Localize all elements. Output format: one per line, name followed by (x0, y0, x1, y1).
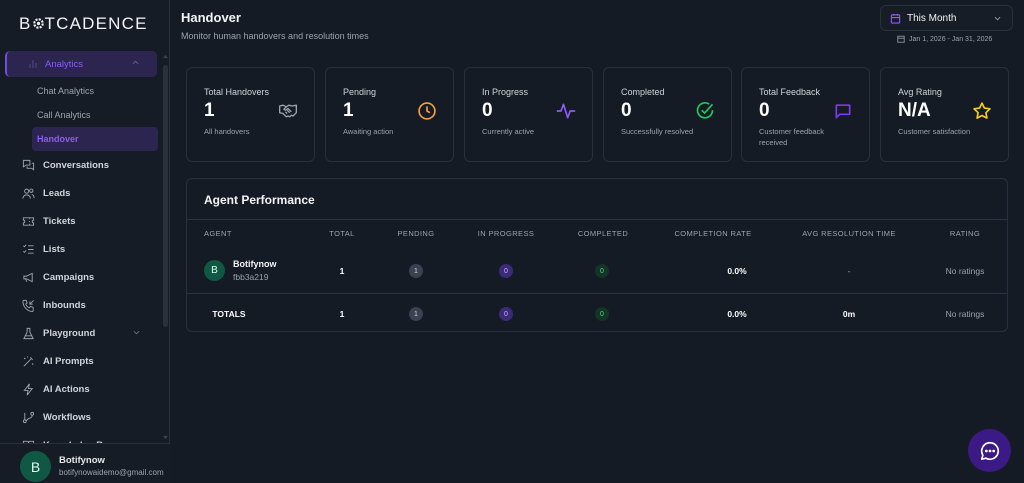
ticket-icon (21, 214, 35, 228)
stat-card-total-handovers: Total Handovers 1 All handovers (186, 67, 315, 162)
sidebar-nav: Analytics Chat Analytics Call Analytics … (0, 50, 162, 443)
book-icon (21, 438, 35, 443)
chevron-down-icon (994, 16, 1001, 21)
in-progress-badge: 0 (499, 264, 513, 278)
sidebar-item-conversations[interactable]: Conversations (0, 151, 162, 179)
workflow-icon (21, 410, 35, 424)
magic-wand-icon (21, 354, 35, 368)
users-icon (21, 186, 35, 200)
column-header-rating[interactable]: Rating (949, 229, 981, 238)
agent-id: fbb3a219 (233, 272, 269, 282)
user-email: botifynowaidemo@gmail.com (59, 468, 164, 477)
sidebar-item-call-analytics[interactable]: Call Analytics (37, 110, 91, 120)
agent-avatar: B (204, 260, 225, 281)
check-circle-icon (696, 101, 714, 119)
sidebar-scroll-thumb[interactable] (163, 65, 168, 327)
brand-logo[interactable]: B TCADENCE (19, 14, 148, 33)
totals-completed-badge: 0 (595, 307, 609, 321)
date-range-select[interactable]: This Month (880, 5, 1013, 31)
phone-incoming-icon (21, 298, 35, 312)
chevron-up-icon (132, 60, 139, 65)
column-header-in-progress[interactable]: In Progress (477, 229, 535, 238)
column-header-avg-resolution-time[interactable]: Avg Resolution Time (802, 229, 896, 238)
stat-card-total-feedback: Total Feedback 0 Customer feedback recei… (741, 67, 870, 162)
user-profile[interactable]: B Botifynow botifynowaidemo@gmail.com (0, 443, 170, 483)
calendar-icon (890, 13, 901, 24)
gear-logo-icon (32, 18, 44, 29)
lightning-icon (21, 382, 35, 396)
stat-card-completed: Completed 0 Successfully resolved (603, 67, 732, 162)
sidebar-item-workflows[interactable]: Workflows (0, 403, 162, 431)
megaphone-icon (21, 270, 35, 284)
column-header-pending[interactable]: Pending (397, 229, 435, 238)
agent-name: Botifynow (233, 259, 277, 269)
sidebar-item-leads[interactable]: Leads (0, 179, 162, 207)
cell-avg-resolution-time: - (847, 266, 851, 276)
chat-widget-button[interactable] (968, 429, 1011, 472)
user-name: Botifynow (59, 455, 105, 466)
sidebar-item-ai-prompts[interactable]: AI Prompts (0, 347, 162, 375)
sidebar-item-campaigns[interactable]: Campaigns (0, 263, 162, 291)
totals-rating: No ratings (945, 309, 985, 319)
chevron-down-icon (133, 330, 140, 335)
column-header-completed[interactable]: Completed (577, 229, 629, 238)
list-check-icon (21, 242, 35, 256)
totals-in-progress-badge: 0 (499, 307, 513, 321)
activity-icon (556, 103, 576, 119)
sidebar-item-tickets[interactable]: Tickets (0, 207, 162, 235)
column-header-agent[interactable]: Agent (204, 229, 232, 238)
pending-badge: 1 (409, 264, 423, 278)
chat-bubbles-icon (21, 158, 35, 172)
sidebar-item-chat-analytics[interactable]: Chat Analytics (37, 86, 95, 96)
page-title: Handover (181, 10, 241, 25)
scroll-down-arrow-icon[interactable] (163, 435, 168, 440)
page-subtitle: Monitor human handovers and resolution t… (181, 31, 369, 41)
totals-label: TOTALS (212, 309, 246, 319)
calendar-small-icon (897, 35, 905, 43)
sidebar-group-analytics[interactable]: Analytics (5, 51, 157, 77)
stat-card-pending: Pending 1 Awaiting action (325, 67, 454, 162)
stat-card-in-progress: In Progress 0 Currently active (464, 67, 593, 162)
agent-performance-table: Agent Performance Agent Total Pending In… (186, 178, 1008, 332)
sidebar-scrollbar[interactable] (163, 52, 168, 442)
clock-icon (418, 102, 436, 120)
sidebar-item-inbounds[interactable]: Inbounds (0, 291, 162, 319)
avatar: B (20, 451, 51, 482)
sidebar-item-handover[interactable]: Handover (32, 127, 158, 151)
message-square-icon (835, 104, 851, 119)
stat-card-avg-rating: Avg Rating N/A Customer satisfaction (880, 67, 1009, 162)
sidebar-item-ai-actions[interactable]: AI Actions (0, 375, 162, 403)
section-title: Agent Performance (204, 193, 315, 207)
sidebar-item-playground[interactable]: Playground (0, 319, 162, 347)
bar-chart-icon (27, 57, 41, 72)
sidebar-item-lists[interactable]: Lists (0, 235, 162, 263)
totals-pending-badge: 1 (409, 307, 423, 321)
flask-icon (21, 326, 35, 340)
star-icon (973, 102, 991, 119)
handshake-icon (279, 104, 297, 118)
sidebar-item-knowledge-base[interactable]: Knowledge Base (0, 431, 162, 443)
column-header-total[interactable]: Total (329, 229, 355, 238)
cell-rating: No ratings (945, 266, 985, 276)
scroll-up-arrow-icon[interactable] (163, 54, 168, 59)
divider (187, 293, 1007, 294)
sidebar: B TCADENCE Analytics Chat Analytics Call … (0, 0, 170, 483)
completed-badge: 0 (595, 264, 609, 278)
cell-completion-rate: 0.0% (727, 266, 747, 276)
totals-avg-resolution-time: 0m (842, 309, 856, 319)
column-header-completion-rate[interactable]: Completion Rate (674, 229, 752, 238)
totals-completion-rate: 0.0% (727, 309, 747, 319)
date-range-text: Jan 1, 2026 - Jan 31, 2026 (897, 35, 992, 43)
totals-total: 1 (339, 309, 345, 319)
chat-dots-icon (980, 441, 999, 460)
divider (187, 219, 1007, 220)
cell-total: 1 (339, 266, 345, 276)
